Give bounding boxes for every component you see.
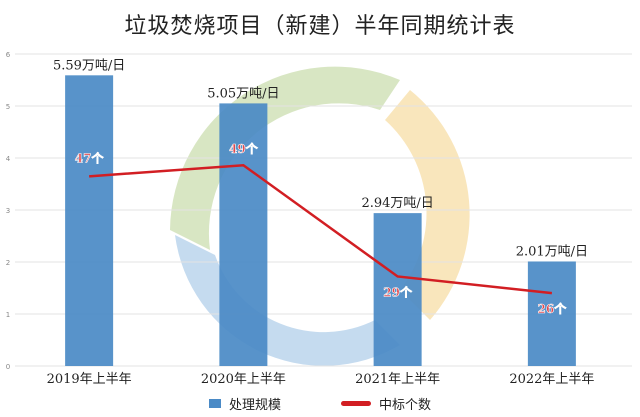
y-tick-label: 3: [6, 207, 10, 215]
legend-label-line: 中标个数: [379, 398, 432, 413]
y-tick-label: 0: [6, 363, 10, 371]
y-tick-label: 4: [6, 155, 11, 163]
bar: [219, 103, 268, 367]
legend-item-line: 中标个数: [341, 394, 431, 413]
bar: [527, 261, 576, 366]
bar-data-label: 2.94万吨/日: [361, 196, 433, 211]
x-tick-label: 2021年上半年: [355, 372, 440, 387]
x-tick-label: 2019年上半年: [47, 372, 132, 387]
x-tick-label: 2020年上半年: [201, 372, 286, 387]
legend-swatch-bar: [208, 399, 221, 408]
y-tick-label: 6: [6, 51, 11, 59]
line-data-label: 47个: [75, 150, 105, 165]
line-series: [89, 163, 553, 295]
x-tick-label: 2022年上半年: [509, 372, 594, 387]
chart-title: 垃圾焚烧项目（新建）半年同期统计表: [124, 14, 516, 39]
line-data-label: 49个: [229, 141, 259, 156]
y-tick-label: 5: [6, 103, 10, 111]
y-tick-label: 2: [6, 259, 10, 267]
bar: [373, 213, 422, 366]
legend-swatch-line: [341, 401, 371, 406]
line-data-label: 29个: [383, 284, 413, 299]
legend-label-bar: 处理规模: [228, 398, 281, 413]
bar-data-label: 5.05万吨/日: [207, 86, 279, 101]
y-tick-label: 1: [6, 311, 10, 319]
bar-data-label: 2.01万吨/日: [516, 244, 588, 259]
line-data-label: 26个: [538, 301, 568, 316]
legend-item-bar: 处理规模: [208, 394, 281, 413]
bar: [65, 75, 114, 366]
legend: 处理规模 中标个数: [0, 394, 640, 413]
bar-data-label: 5.59万吨/日: [53, 58, 125, 73]
